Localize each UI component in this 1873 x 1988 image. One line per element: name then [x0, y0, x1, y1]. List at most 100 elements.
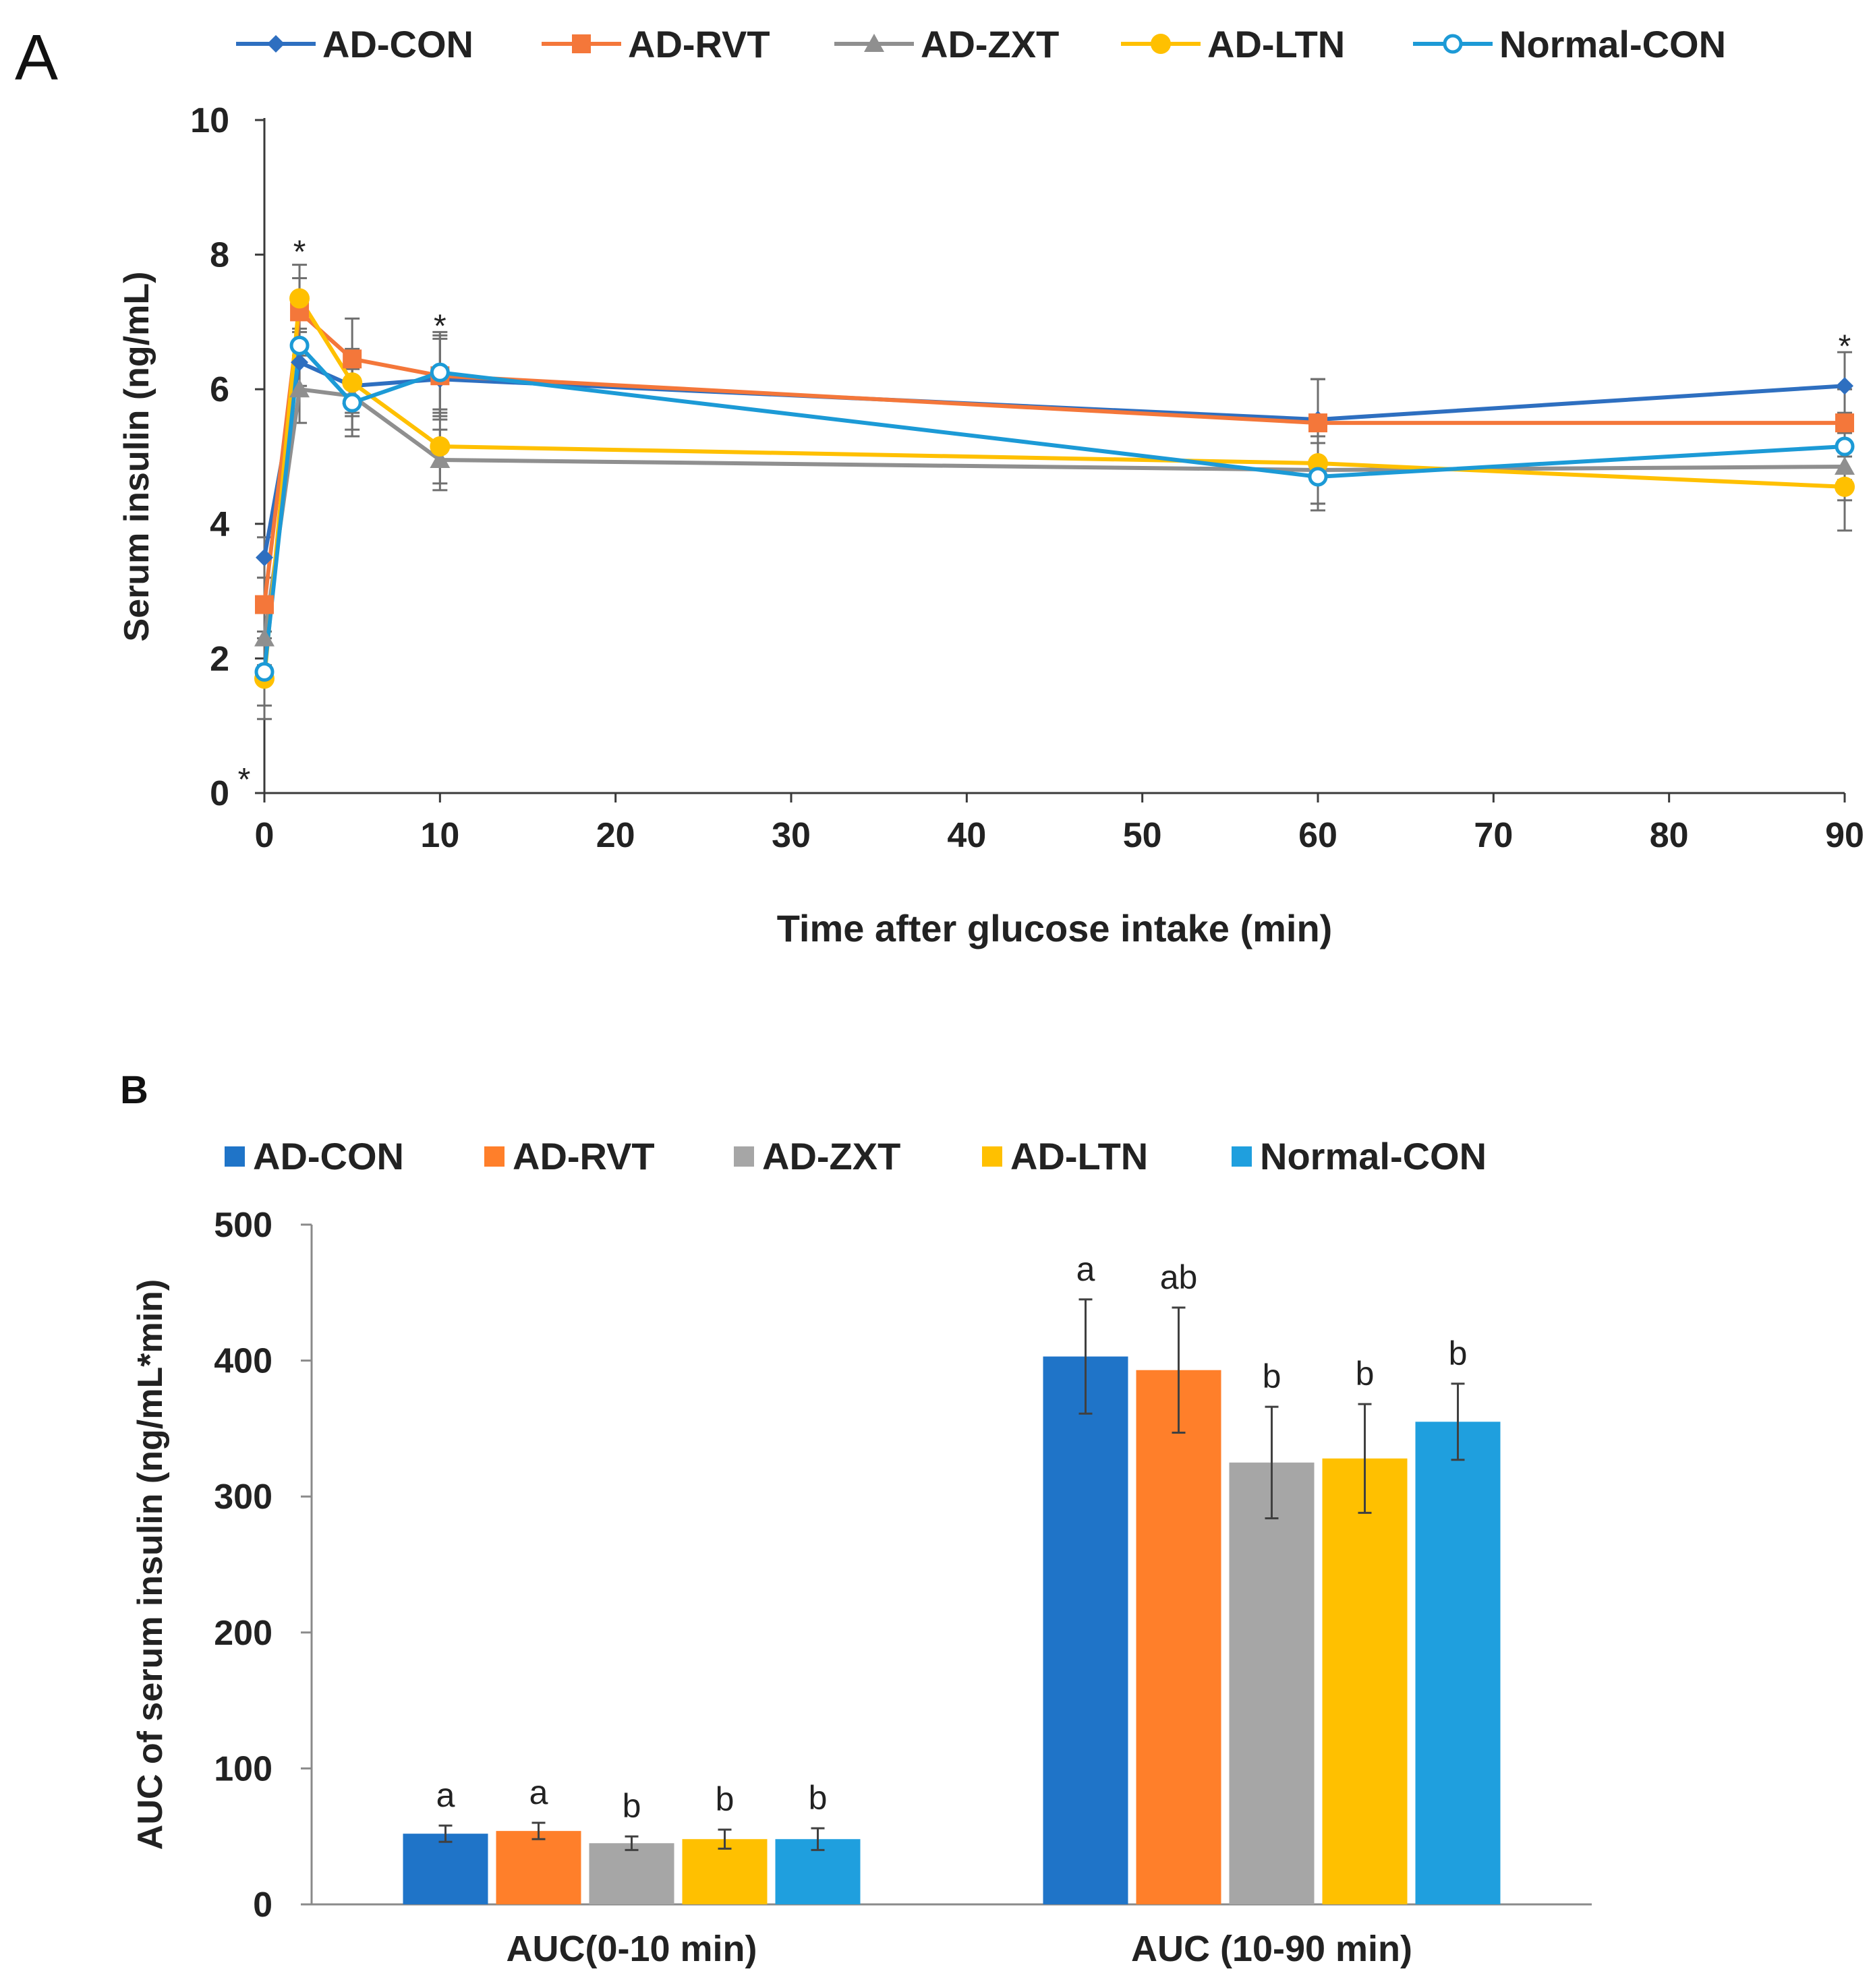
significance-letter: ab [1160, 1258, 1198, 1296]
bar-ad-zxt [589, 1843, 674, 1904]
y-axis-title: AUC of serum insulin (ng/mL*min) [131, 1279, 170, 1850]
legend-swatch-ad-ltn [982, 1146, 1002, 1167]
legend-marker-ad-zxt [864, 34, 884, 52]
category-label: AUC(0-10 min) [506, 1929, 757, 1969]
x-tick-label: 40 [947, 816, 986, 855]
legend-marker-ad-ltn [1151, 34, 1171, 54]
bar-ad-con [1043, 1356, 1128, 1904]
data-point-ad-con [256, 548, 273, 566]
data-point-ad-ltn [342, 372, 363, 393]
significance-star: * [293, 235, 306, 270]
bar-normal-con [1415, 1422, 1501, 1904]
data-point-ad-rvt [255, 595, 274, 614]
x-tick-label: 20 [596, 816, 635, 855]
legend-marker-normal-con [1443, 34, 1463, 54]
panel-b-bar-chart: B AD-CON AD-RVT AD-ZXT AD-LTN Normal-CON 0 100 2… [120, 1068, 1592, 1969]
series-line-normal-con [262, 341, 1845, 672]
data-point-ad-con [1836, 377, 1853, 395]
bar-ad-zxt [1229, 1462, 1315, 1904]
significance-letter: b [623, 1787, 641, 1825]
x-tick-label: 30 [772, 816, 811, 855]
significance-letter: a [529, 1774, 548, 1811]
y-tick-label: 300 [214, 1478, 272, 1517]
y-tick-label: 500 [214, 1206, 272, 1245]
significance-letter: b [809, 1779, 828, 1817]
y-axis-title: Serum insulin (ng/mL) [117, 272, 156, 642]
y-tick-label: 200 [214, 1614, 272, 1653]
data-point-ad-ltn [1835, 476, 1855, 497]
data-point-ad-con [291, 353, 309, 372]
legend-label-ad-zxt: AD-ZXT [762, 1135, 900, 1177]
legend-label-ad-ltn: AD-LTN [1010, 1135, 1148, 1177]
data-point-normal-con [1835, 436, 1855, 457]
legend-swatch-ad-zxt [734, 1146, 754, 1167]
y-tick-label: 100 [214, 1749, 272, 1788]
significance-letter: b [1263, 1357, 1281, 1395]
x-tick-label: 0 [255, 816, 275, 855]
significance-letter: a [436, 1776, 455, 1814]
bar-ad-ltn [682, 1839, 768, 1904]
data-point-ad-ltn [430, 436, 451, 457]
x-tick-label: 90 [1825, 816, 1864, 855]
legend-label-ad-con: AD-CON [322, 23, 473, 65]
legend-label-ad-rvt: AD-RVT [628, 23, 770, 65]
legend-swatch-ad-con [225, 1146, 245, 1167]
legend-label-ad-rvt: AD-RVT [513, 1135, 655, 1177]
data-point-ad-ltn [289, 288, 310, 309]
y-tick-label: 8 [210, 236, 229, 275]
x-tick-label: 10 [420, 816, 459, 855]
y-tick-label: 10 [190, 101, 229, 140]
y-tick-label: 0 [210, 774, 229, 813]
data-point-ad-zxt [1835, 456, 1855, 475]
bar-ad-rvt [496, 1831, 581, 1904]
significance-star: * [1839, 328, 1851, 364]
y-tick-label: 0 [253, 1885, 272, 1925]
legend-label-normal-con: Normal-CON [1499, 23, 1726, 65]
category-label: AUC (10-90 min) [1131, 1929, 1412, 1969]
y-tick-label: 4 [210, 505, 229, 544]
series-line-ad-ltn [262, 292, 1845, 679]
bar-ad-con [403, 1834, 488, 1904]
legend-marker-ad-rvt [572, 34, 591, 53]
legend-swatch-ad-rvt [484, 1146, 505, 1167]
legend-label-normal-con: Normal-CON [1260, 1135, 1487, 1177]
y-tick-label: 6 [210, 370, 229, 409]
y-tick-label: 2 [210, 639, 229, 678]
significance-star: * [238, 762, 251, 798]
panel-a-line-chart: A AD-CON AD-RVT AD-ZXT AD-LTN Normal-CON 0 2 4 6 8… [15, 22, 1864, 949]
panel-label-b: B [120, 1068, 148, 1112]
data-point-normal-con [289, 335, 310, 355]
legend-swatch-normal-con [1232, 1146, 1252, 1167]
data-point-ad-rvt [343, 349, 362, 369]
data-point-ad-rvt [1835, 413, 1854, 433]
legend-label-ad-con: AD-CON [253, 1135, 404, 1177]
significance-letter: a [1076, 1250, 1095, 1288]
legend-marker-ad-con [267, 35, 285, 53]
panel-label-a: A [15, 22, 58, 94]
significance-star: * [434, 308, 446, 344]
data-point-ad-rvt [1308, 413, 1327, 433]
data-point-ad-zxt [430, 449, 451, 468]
x-axis-title: Time after glucose intake (min) [777, 907, 1333, 949]
data-point-normal-con [254, 662, 275, 682]
x-tick-label: 70 [1474, 816, 1513, 855]
x-tick-label: 60 [1298, 816, 1337, 855]
bar-ad-rvt [1136, 1370, 1221, 1904]
data-point-normal-con [430, 362, 450, 382]
bar-ad-ltn [1322, 1458, 1408, 1904]
data-point-normal-con [342, 392, 362, 413]
data-point-ad-zxt [289, 379, 310, 398]
significance-letter: b [716, 1780, 734, 1818]
x-tick-label: 50 [1123, 816, 1162, 855]
data-point-ad-ltn [1308, 452, 1328, 473]
series-line-ad-zxt [262, 386, 1845, 639]
data-point-ad-zxt [254, 628, 275, 647]
y-tick-label: 400 [214, 1342, 272, 1381]
legend-label-ad-zxt: AD-ZXT [921, 23, 1059, 65]
x-tick-label: 80 [1650, 816, 1689, 855]
significance-letter: b [1356, 1355, 1375, 1393]
legend-label-ad-ltn: AD-LTN [1207, 23, 1345, 65]
data-point-normal-con [1308, 467, 1328, 487]
significance-letter: b [1449, 1335, 1468, 1372]
